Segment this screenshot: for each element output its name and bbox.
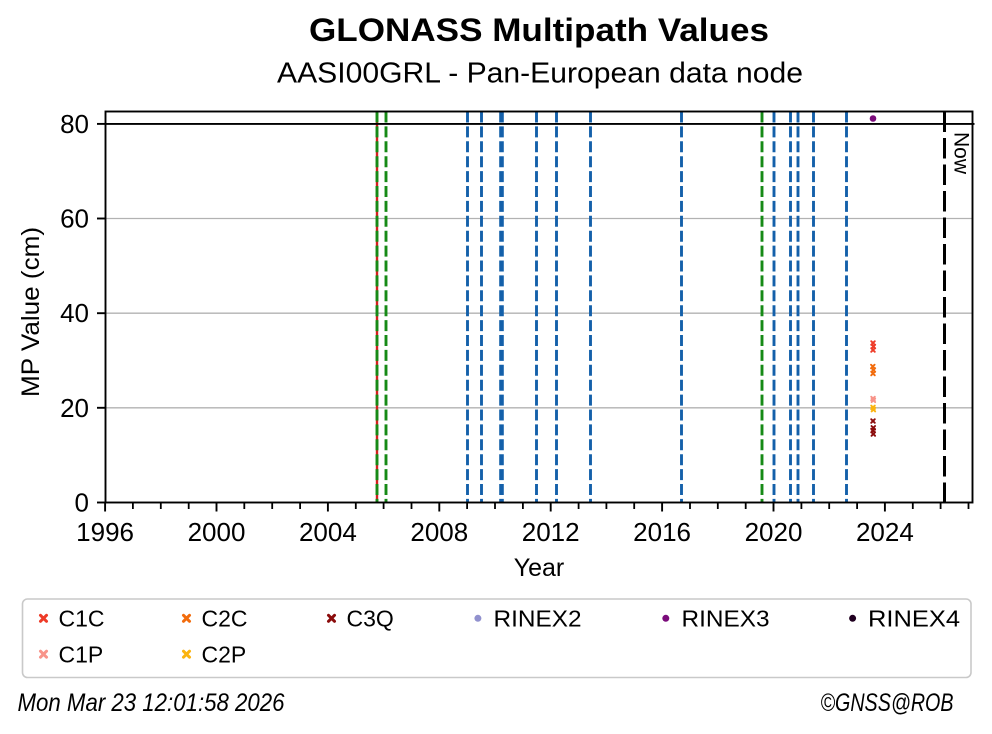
svg-text:RINEX2: RINEX2 bbox=[494, 606, 582, 632]
svg-text:MP Value (cm): MP Value (cm) bbox=[17, 227, 45, 397]
svg-text:RINEX4: RINEX4 bbox=[868, 606, 960, 632]
svg-text:0: 0 bbox=[75, 488, 89, 518]
svg-text:C1C: C1C bbox=[59, 606, 105, 632]
svg-text:C1P: C1P bbox=[59, 641, 104, 667]
svg-text:©GNSS@ROB: ©GNSS@ROB bbox=[821, 689, 954, 717]
svg-text:C3Q: C3Q bbox=[347, 606, 394, 632]
svg-text:2020: 2020 bbox=[745, 517, 803, 547]
svg-text:20: 20 bbox=[60, 393, 89, 423]
svg-text:Mon Mar 23 12:01:58 2026: Mon Mar 23 12:01:58 2026 bbox=[18, 689, 285, 717]
svg-text:40: 40 bbox=[60, 298, 89, 328]
svg-text:80: 80 bbox=[60, 109, 89, 139]
svg-text:60: 60 bbox=[60, 204, 89, 234]
svg-text:2004: 2004 bbox=[299, 517, 357, 547]
svg-text:Year: Year bbox=[514, 554, 565, 582]
svg-text:1996: 1996 bbox=[76, 517, 134, 547]
svg-text:Now: Now bbox=[950, 132, 973, 175]
svg-text:2000: 2000 bbox=[188, 517, 246, 547]
svg-text:C2P: C2P bbox=[202, 641, 247, 667]
svg-text:AASI00GRL - Pan-European data: AASI00GRL - Pan-European data node bbox=[277, 58, 803, 90]
svg-text:2012: 2012 bbox=[522, 517, 580, 547]
svg-text:2016: 2016 bbox=[633, 517, 691, 547]
svg-text:2008: 2008 bbox=[410, 517, 468, 547]
svg-text:RINEX3: RINEX3 bbox=[682, 606, 770, 632]
svg-text:GLONASS Multipath Values: GLONASS Multipath Values bbox=[309, 12, 769, 48]
svg-text:2024: 2024 bbox=[856, 517, 914, 547]
svg-text:C2C: C2C bbox=[202, 606, 248, 632]
